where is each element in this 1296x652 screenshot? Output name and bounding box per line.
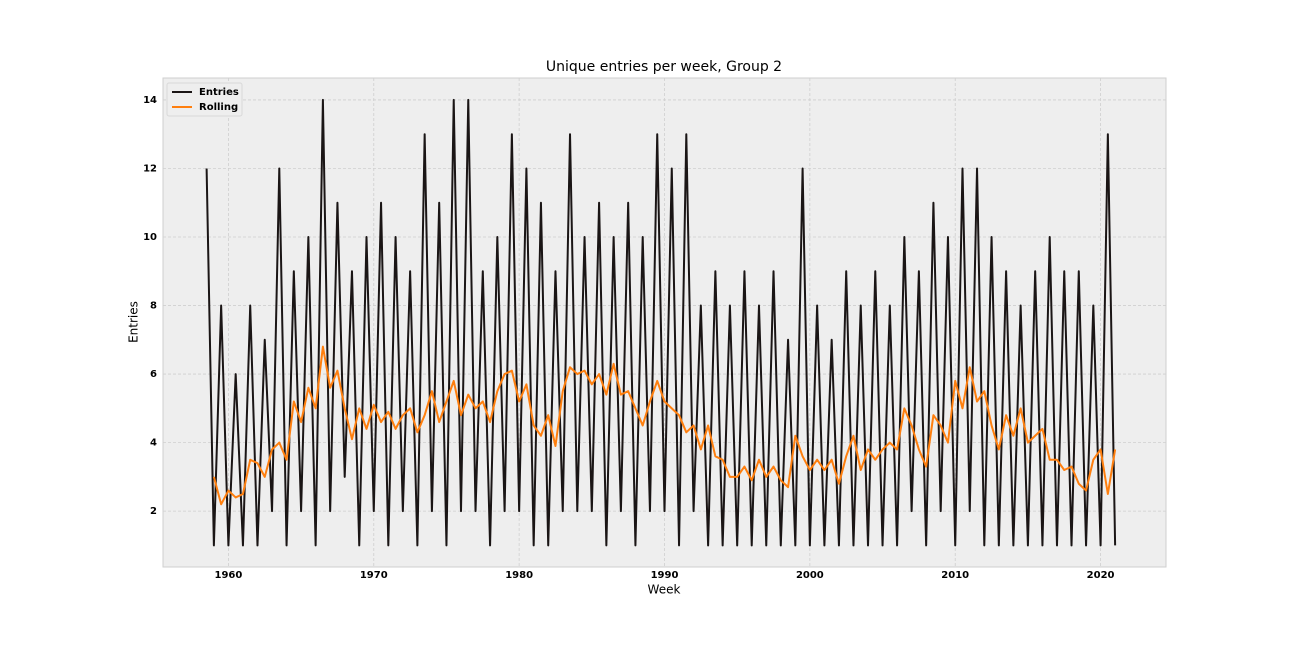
plot-frame [162,77,1167,568]
x-tick-label: 1960 [214,570,242,581]
y-tick-label: 6 [150,369,157,380]
x-tick-label: 2000 [796,570,824,581]
x-tick-label: 2020 [1087,570,1115,581]
series-line [212,345,1117,506]
legend: Entries Rolling [166,82,243,117]
y-tick-label: 12 [143,163,157,174]
y-tick-label: 14 [143,95,157,106]
y-tick-label: 4 [150,438,157,449]
x-tick-label: 1970 [360,570,388,581]
lines [205,98,1117,547]
chart-title: Unique entries per week, Group 2 [546,59,782,75]
legend-label: Entries [199,87,239,98]
legend-label: Rolling [199,102,238,113]
y-tick-label: 10 [143,232,157,243]
x-axis-label: Week [648,583,681,597]
y-axis-label: Entries [127,301,141,343]
y-tick-label: 8 [150,301,157,312]
x-tick-label: 1980 [505,570,533,581]
y-tick-label: 2 [150,506,157,517]
series-line [205,98,1117,547]
x-tick-label: 2010 [941,570,969,581]
x-tick-label: 1990 [651,570,679,581]
